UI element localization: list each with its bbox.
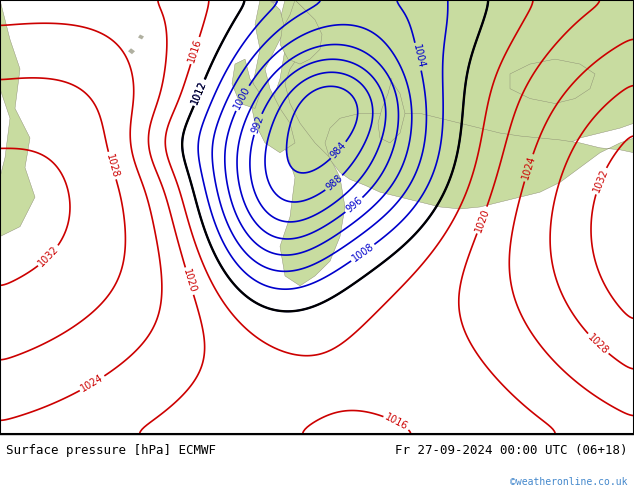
Polygon shape [378, 79, 405, 143]
Polygon shape [285, 0, 634, 189]
Polygon shape [270, 0, 345, 286]
Polygon shape [280, 0, 322, 64]
Text: Fr 27-09-2024 00:00 UTC (06+18): Fr 27-09-2024 00:00 UTC (06+18) [395, 444, 628, 457]
Text: 988: 988 [324, 173, 344, 193]
Polygon shape [232, 59, 260, 108]
Polygon shape [325, 113, 634, 434]
Text: 996: 996 [344, 195, 365, 215]
Text: 1024: 1024 [520, 154, 537, 181]
Polygon shape [250, 0, 295, 153]
Text: 992: 992 [250, 114, 266, 135]
Text: 1012: 1012 [190, 79, 209, 106]
Text: 1000: 1000 [232, 85, 252, 111]
Text: 1028: 1028 [104, 152, 120, 179]
Text: 984: 984 [329, 140, 349, 161]
Polygon shape [270, 0, 278, 4]
Polygon shape [0, 0, 35, 237]
Text: 1004: 1004 [411, 44, 425, 70]
Text: 1016: 1016 [384, 412, 410, 432]
Text: 1032: 1032 [37, 244, 61, 269]
Text: 1028: 1028 [586, 332, 611, 356]
Text: 1024: 1024 [79, 373, 105, 394]
Text: 1008: 1008 [350, 242, 376, 264]
Text: ©weatheronline.co.uk: ©weatheronline.co.uk [510, 477, 628, 487]
Text: 1020: 1020 [181, 268, 198, 294]
Text: 1032: 1032 [592, 168, 610, 194]
Text: 1012: 1012 [190, 79, 209, 106]
Polygon shape [510, 59, 595, 103]
Text: 1016: 1016 [186, 37, 204, 64]
Polygon shape [138, 34, 144, 39]
Text: Surface pressure [hPa] ECMWF: Surface pressure [hPa] ECMWF [6, 444, 216, 457]
Text: 1020: 1020 [473, 207, 491, 233]
Polygon shape [128, 49, 135, 54]
